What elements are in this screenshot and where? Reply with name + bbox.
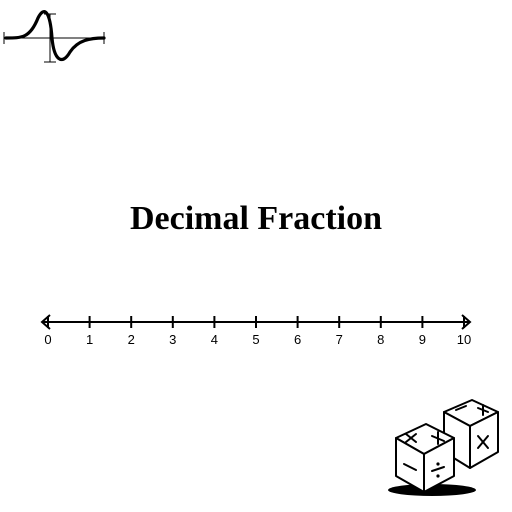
page-title: Decimal Fraction <box>0 200 512 238</box>
tick-label: 4 <box>211 332 218 347</box>
tick-group: 0 1 2 3 4 5 6 7 8 9 10 <box>44 316 471 347</box>
tick-label: 3 <box>169 332 176 347</box>
dice-svg <box>374 394 504 499</box>
tick-label: 5 <box>252 332 259 347</box>
wave-svg <box>0 8 110 66</box>
tick-label: 8 <box>377 332 384 347</box>
tick-label: 10 <box>457 332 471 347</box>
number-line-svg: 0 1 2 3 4 5 6 7 8 9 10 <box>38 308 474 350</box>
tick-label: 2 <box>128 332 135 347</box>
number-line: 0 1 2 3 4 5 6 7 8 9 10 <box>38 308 474 355</box>
tick-label: 6 <box>294 332 301 347</box>
tick-label: 7 <box>336 332 343 347</box>
die-left <box>396 424 454 492</box>
tick-label: 1 <box>86 332 93 347</box>
math-dice-icon <box>374 394 504 504</box>
wave-curve-icon <box>0 8 110 71</box>
tick-label: 9 <box>419 332 426 347</box>
tick-label: 0 <box>44 332 51 347</box>
